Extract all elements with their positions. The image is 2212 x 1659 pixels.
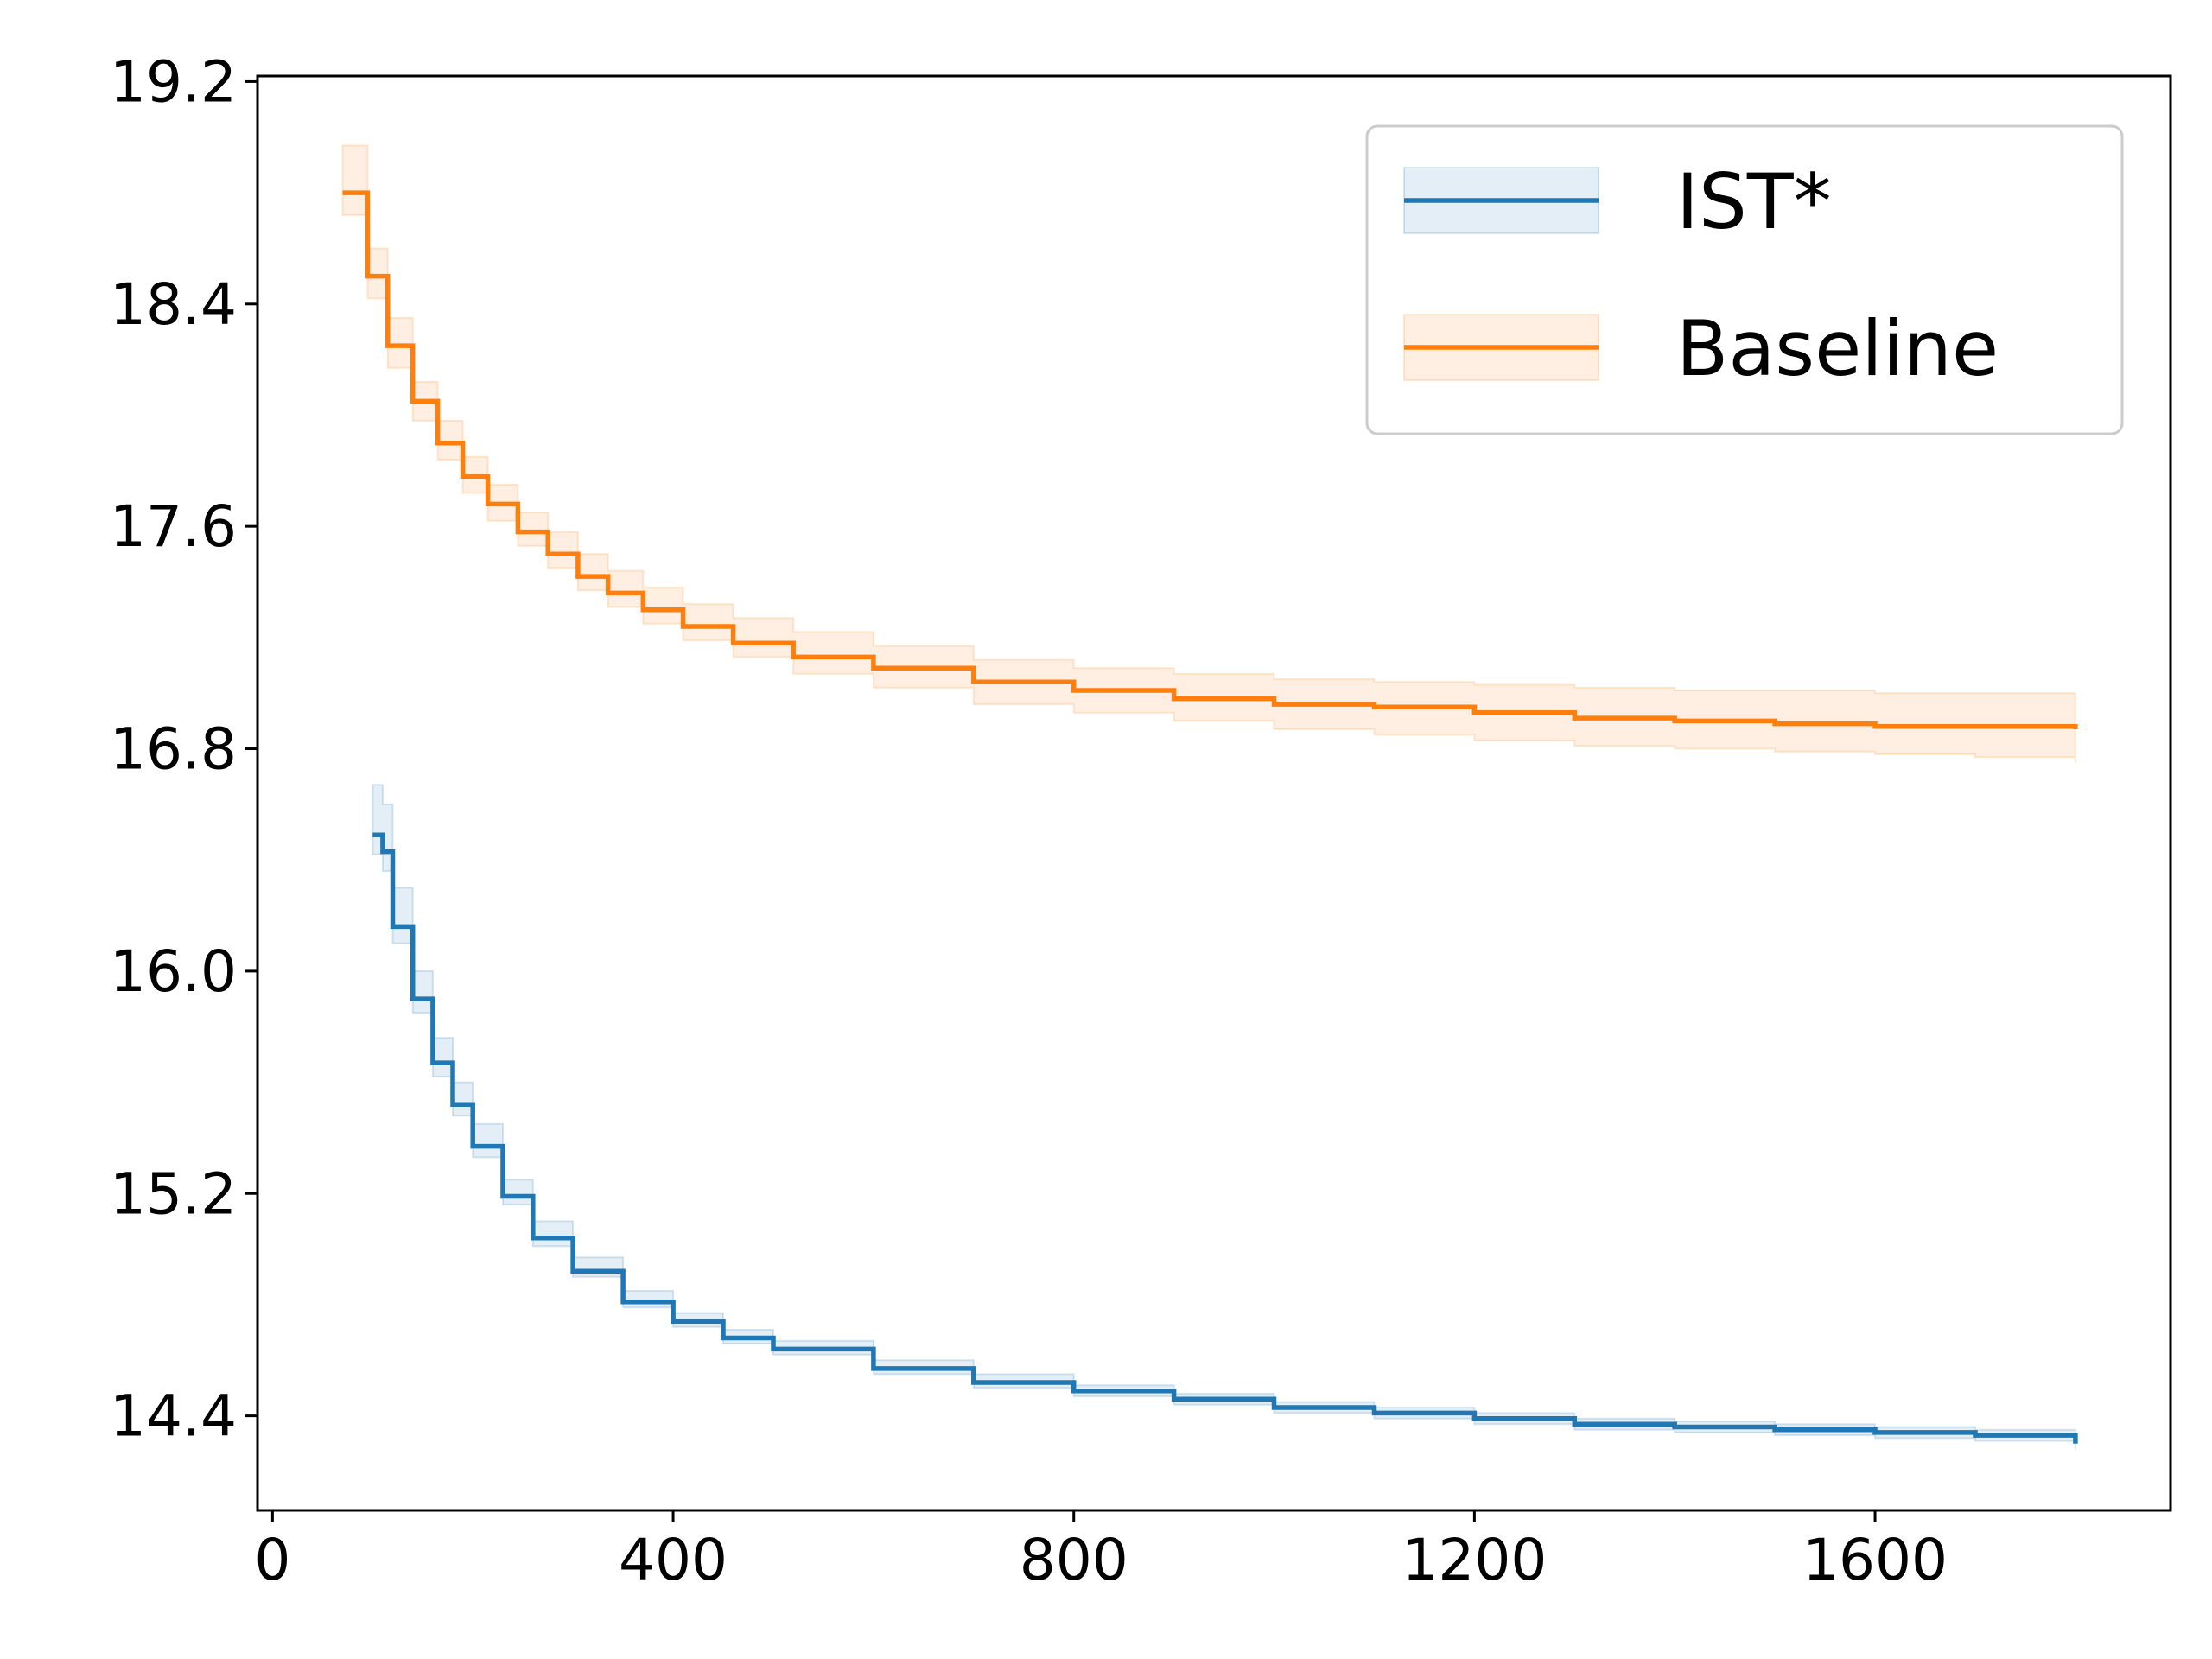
y-tick-label: 16.0 bbox=[110, 938, 237, 1005]
legend-label: Baseline bbox=[1676, 304, 1999, 393]
x-tick-label: 1200 bbox=[1402, 1527, 1547, 1593]
x-tick-label: 0 bbox=[254, 1527, 290, 1593]
y-tick-label: 16.8 bbox=[110, 716, 237, 783]
y-tick-label: 19.2 bbox=[110, 48, 237, 115]
legend: IST* Baseline bbox=[1365, 124, 2124, 435]
x-axis: 0 400 800 1200 1600 bbox=[254, 1510, 1948, 1593]
y-tick-label: 15.2 bbox=[110, 1160, 237, 1227]
plot-frame bbox=[256, 74, 2172, 1512]
series-band-0 bbox=[372, 784, 2076, 1450]
legend-label: IST* bbox=[1676, 157, 1832, 246]
x-tick-label: 400 bbox=[619, 1527, 728, 1593]
series-line-1 bbox=[342, 190, 2078, 729]
x-tick-label: 1600 bbox=[1802, 1527, 1948, 1593]
y-tick-label: 14.4 bbox=[110, 1383, 237, 1450]
y-tick-label: 18.4 bbox=[110, 271, 237, 338]
x-tick-label: 800 bbox=[1020, 1527, 1128, 1593]
series-lines bbox=[342, 190, 2078, 1444]
legend-box bbox=[1365, 124, 2124, 435]
y-axis: 14.4 15.2 16.0 16.8 17.6 18.4 19.2 bbox=[110, 48, 257, 1450]
y-tick-label: 17.6 bbox=[110, 493, 237, 560]
series-line-0 bbox=[372, 832, 2078, 1444]
